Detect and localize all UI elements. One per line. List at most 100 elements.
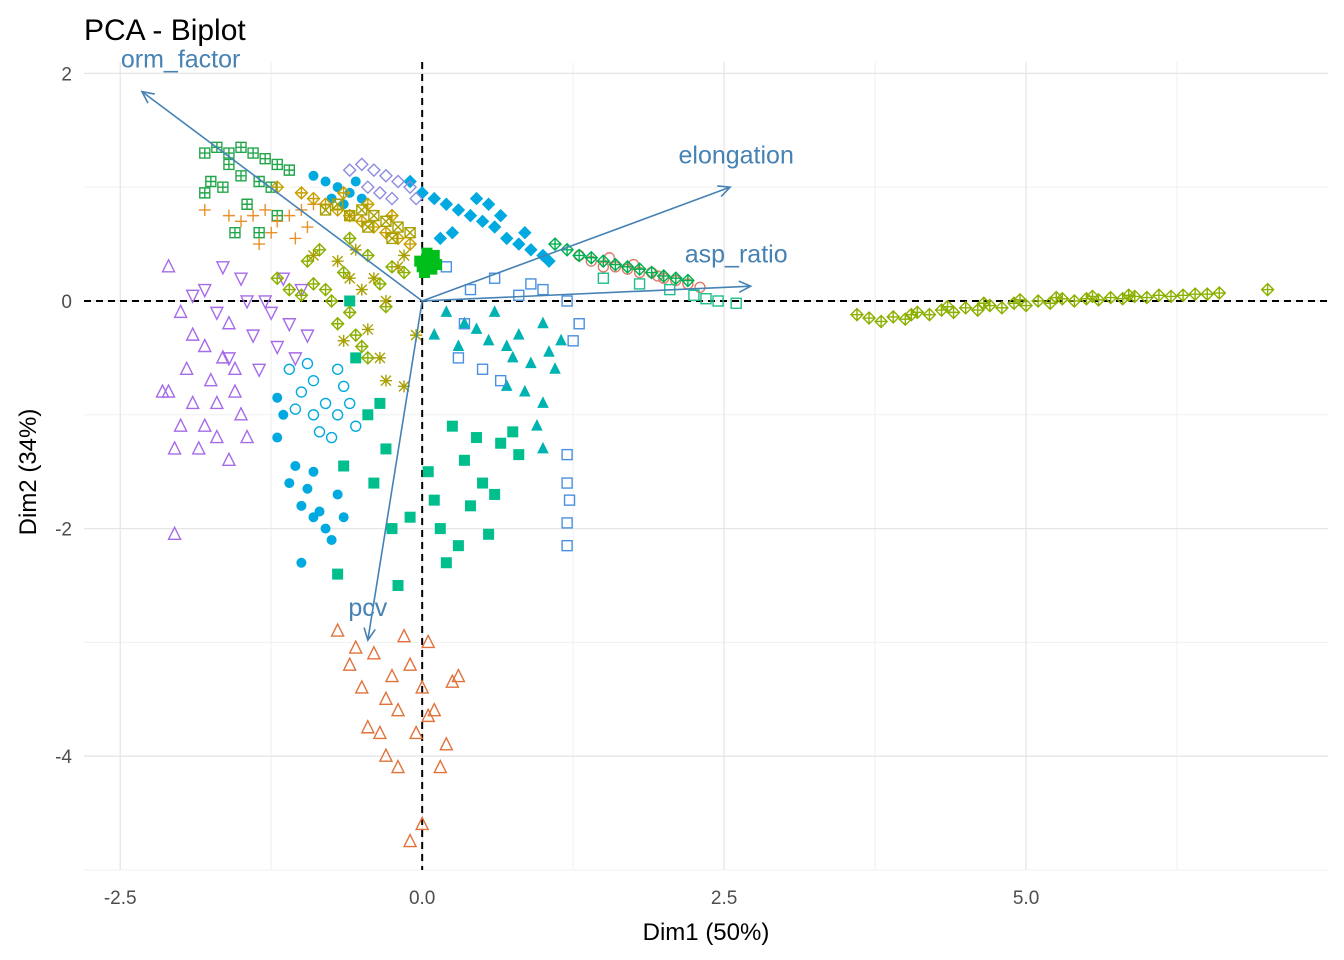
data-point xyxy=(537,441,549,454)
data-point xyxy=(572,248,587,263)
data-point xyxy=(259,153,271,165)
data-point xyxy=(264,306,279,321)
data-point xyxy=(1103,290,1118,305)
data-point xyxy=(458,318,471,330)
data-point xyxy=(1013,292,1028,307)
data-point xyxy=(348,328,363,343)
data-point xyxy=(336,185,351,200)
data-point xyxy=(222,209,235,222)
data-point xyxy=(271,158,283,171)
data-point xyxy=(433,759,448,774)
data-point xyxy=(404,227,416,239)
data-point xyxy=(475,214,490,229)
data-point xyxy=(469,191,484,206)
data-point xyxy=(409,724,424,740)
data-point xyxy=(700,293,712,305)
data-point xyxy=(1079,291,1094,306)
data-point xyxy=(1031,293,1046,308)
data-point xyxy=(386,523,398,535)
data-point xyxy=(452,352,465,364)
data-point xyxy=(656,268,671,283)
data-point xyxy=(507,426,519,438)
data-point xyxy=(483,528,495,540)
data-point xyxy=(644,265,659,280)
data-point xyxy=(428,494,440,506)
data-point xyxy=(1139,290,1154,305)
data-point xyxy=(233,406,249,421)
axis-ticks: -2.5 0.0 2.5 5.0 -4 -2 0 2 xyxy=(55,64,1039,909)
point-group xyxy=(597,272,742,309)
data-point xyxy=(573,318,585,330)
point-group xyxy=(283,357,362,444)
data-point xyxy=(326,534,337,545)
point-group xyxy=(428,305,567,454)
data-point xyxy=(421,247,433,259)
data-point xyxy=(439,736,454,751)
data-point xyxy=(946,305,961,320)
variable-label: elongation xyxy=(678,141,793,169)
data-point xyxy=(199,187,211,199)
data-point xyxy=(314,506,325,517)
data-point xyxy=(270,271,285,286)
data-point xyxy=(561,295,573,307)
data-point xyxy=(391,231,406,246)
data-point xyxy=(209,306,224,321)
data-point xyxy=(397,265,412,280)
data-point xyxy=(247,209,260,222)
data-point xyxy=(307,409,320,421)
x-tick-label: -2.5 xyxy=(104,888,137,909)
data-point xyxy=(288,352,303,367)
data-point xyxy=(561,539,573,552)
data-point xyxy=(300,329,315,344)
data-point xyxy=(191,440,206,455)
data-point xyxy=(235,141,247,154)
data-point xyxy=(404,511,416,523)
point-group xyxy=(414,247,443,279)
data-point xyxy=(512,237,526,251)
data-point xyxy=(597,272,610,284)
data-point xyxy=(386,232,398,245)
data-point xyxy=(384,667,400,683)
observation-points xyxy=(155,141,1275,848)
data-point xyxy=(167,440,182,455)
data-point xyxy=(354,157,369,172)
data-point xyxy=(596,254,611,269)
data-point xyxy=(378,747,394,762)
data-point xyxy=(282,318,297,333)
variable-label: asp_ratio xyxy=(685,240,788,268)
data-point xyxy=(221,451,237,467)
data-point xyxy=(233,272,249,287)
data-point xyxy=(488,305,501,317)
data-point xyxy=(361,323,374,336)
data-point xyxy=(283,164,296,176)
data-point xyxy=(380,215,392,228)
data-point xyxy=(307,374,320,387)
x-axis-title: Dim1 (50%) xyxy=(643,919,770,946)
data-point xyxy=(344,397,356,410)
data-point xyxy=(324,293,339,308)
data-point xyxy=(524,243,538,257)
data-point xyxy=(548,237,563,252)
data-point xyxy=(241,198,253,210)
data-point xyxy=(342,231,357,246)
data-point xyxy=(368,477,380,489)
x-tick-label: 2.5 xyxy=(711,888,737,909)
data-point xyxy=(302,483,313,494)
data-point xyxy=(229,227,241,239)
data-point xyxy=(488,272,501,284)
data-point xyxy=(849,307,864,322)
data-point xyxy=(199,147,211,159)
data-point xyxy=(173,417,188,432)
data-point xyxy=(561,448,573,461)
data-point xyxy=(307,249,320,262)
data-point xyxy=(1212,286,1227,301)
data-point xyxy=(276,272,291,287)
data-point xyxy=(584,250,599,265)
data-point xyxy=(994,300,1009,315)
data-point xyxy=(922,307,937,322)
data-point xyxy=(446,420,458,432)
data-point xyxy=(563,494,576,506)
variable-label: orm_factor xyxy=(121,46,240,74)
data-point xyxy=(513,289,525,301)
data-point xyxy=(493,208,508,223)
